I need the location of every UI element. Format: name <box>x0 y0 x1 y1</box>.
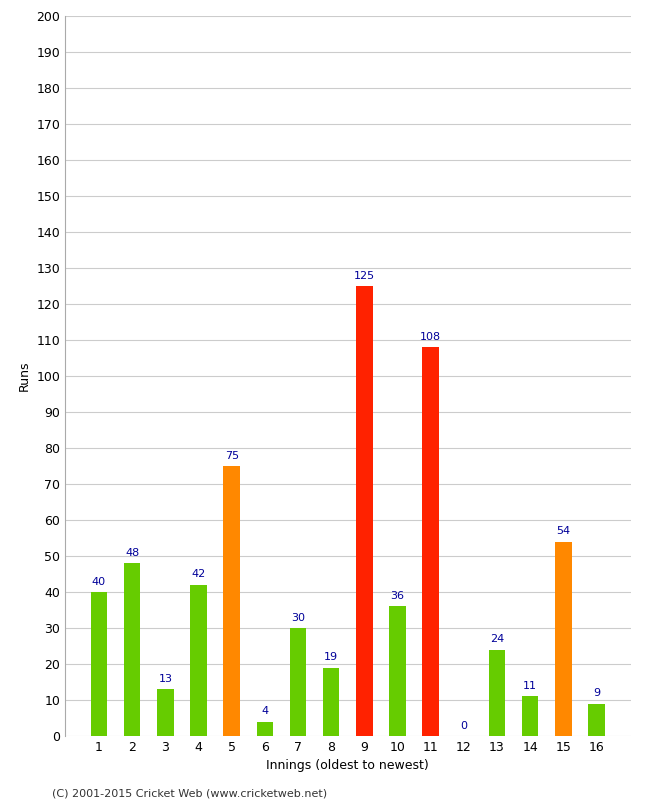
Text: 13: 13 <box>159 674 172 684</box>
Text: 9: 9 <box>593 688 600 698</box>
Text: 0: 0 <box>460 721 467 730</box>
Bar <box>389 606 406 736</box>
Bar <box>323 667 339 736</box>
Text: 42: 42 <box>191 570 205 579</box>
Bar <box>555 542 571 736</box>
Bar <box>356 286 372 736</box>
Text: 40: 40 <box>92 577 106 586</box>
Text: (C) 2001-2015 Cricket Web (www.cricketweb.net): (C) 2001-2015 Cricket Web (www.cricketwe… <box>52 788 327 798</box>
Bar <box>522 696 538 736</box>
Text: 125: 125 <box>354 270 375 281</box>
Bar <box>124 563 140 736</box>
Y-axis label: Runs: Runs <box>18 361 31 391</box>
Text: 24: 24 <box>490 634 504 644</box>
Text: 108: 108 <box>420 332 441 342</box>
Bar <box>422 347 439 736</box>
Text: 75: 75 <box>225 450 239 461</box>
Bar <box>224 466 240 736</box>
Text: 4: 4 <box>261 706 268 716</box>
Bar <box>489 650 505 736</box>
Text: 30: 30 <box>291 613 305 622</box>
Text: 11: 11 <box>523 681 537 691</box>
Bar <box>190 585 207 736</box>
Bar <box>157 690 174 736</box>
Text: 36: 36 <box>391 591 404 601</box>
Bar <box>290 628 306 736</box>
Text: 19: 19 <box>324 652 338 662</box>
Bar <box>91 592 107 736</box>
Text: 48: 48 <box>125 548 139 558</box>
Bar <box>257 722 273 736</box>
Bar <box>588 704 604 736</box>
X-axis label: Innings (oldest to newest): Innings (oldest to newest) <box>266 759 429 773</box>
Text: 54: 54 <box>556 526 571 536</box>
